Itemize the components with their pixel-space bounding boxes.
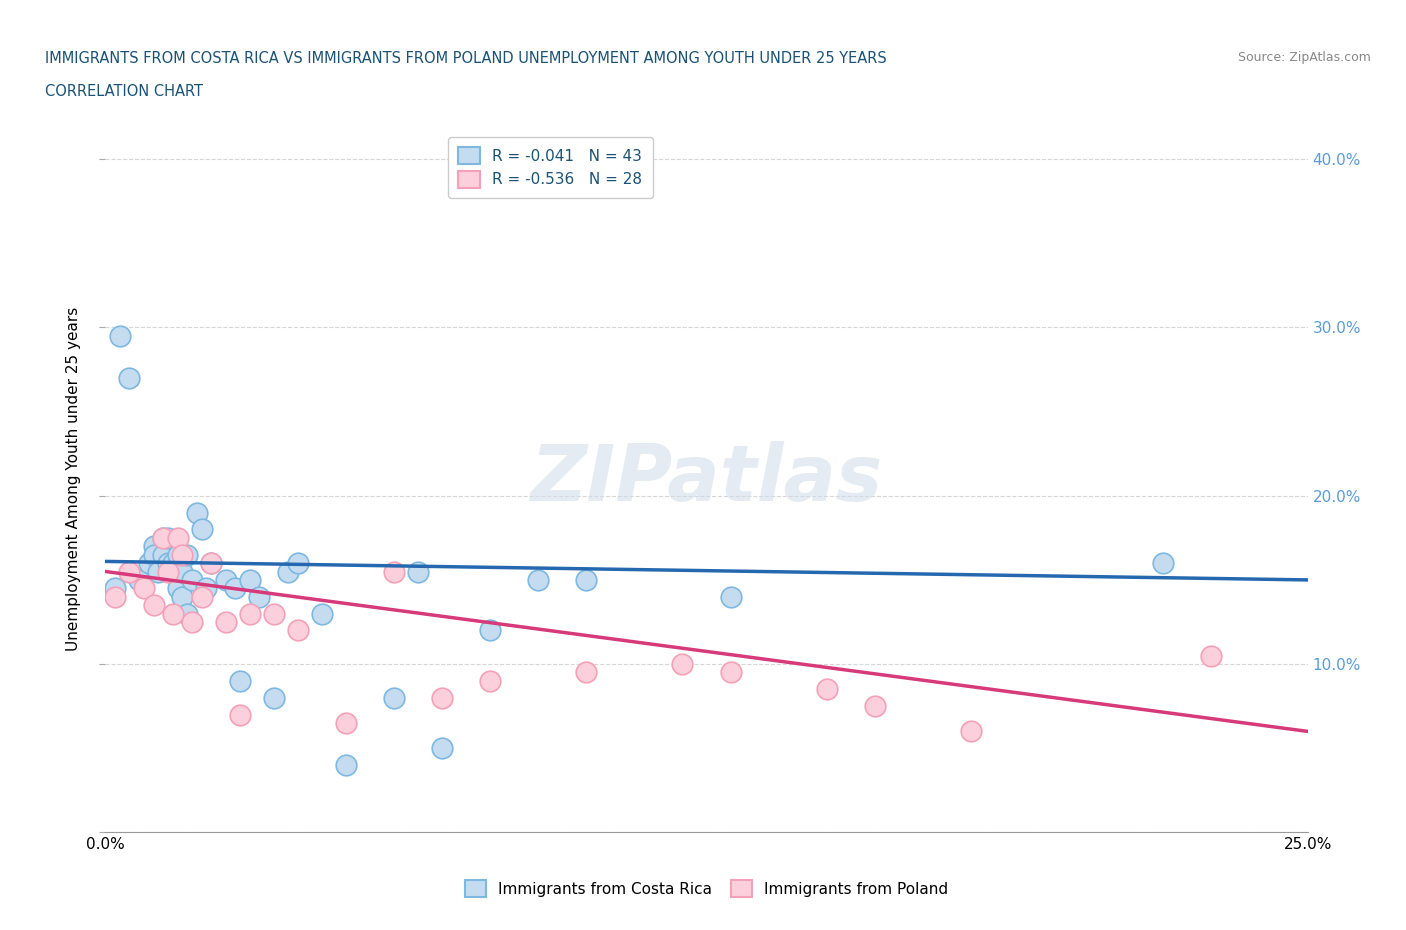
Point	[720, 590, 742, 604]
Point	[132, 581, 155, 596]
Point	[104, 590, 127, 604]
Point	[162, 565, 184, 579]
Point	[311, 606, 333, 621]
Point	[224, 581, 246, 596]
Point	[200, 555, 222, 570]
Point	[195, 581, 218, 596]
Point	[575, 573, 598, 588]
Point	[263, 690, 285, 705]
Point	[671, 657, 693, 671]
Point	[720, 665, 742, 680]
Point	[152, 530, 174, 545]
Point	[239, 573, 262, 588]
Point	[156, 555, 179, 570]
Point	[575, 665, 598, 680]
Point	[239, 606, 262, 621]
Point	[335, 715, 357, 730]
Point	[152, 530, 174, 545]
Point	[190, 522, 212, 537]
Point	[479, 673, 502, 688]
Y-axis label: Unemployment Among Youth under 25 years: Unemployment Among Youth under 25 years	[66, 307, 82, 651]
Point	[229, 707, 252, 722]
Point	[142, 538, 165, 553]
Point	[247, 590, 270, 604]
Point	[214, 573, 236, 588]
Text: Source: ZipAtlas.com: Source: ZipAtlas.com	[1237, 51, 1371, 64]
Point	[287, 555, 309, 570]
Point	[156, 565, 179, 579]
Point	[152, 547, 174, 562]
Point	[190, 590, 212, 604]
Point	[166, 581, 188, 596]
Point	[960, 724, 983, 738]
Point	[172, 590, 194, 604]
Text: CORRELATION CHART: CORRELATION CHART	[45, 84, 202, 99]
Point	[181, 573, 204, 588]
Text: ZIPatlas: ZIPatlas	[530, 441, 883, 517]
Point	[479, 623, 502, 638]
Point	[815, 682, 838, 697]
Point	[148, 565, 170, 579]
Point	[200, 555, 222, 570]
Point	[138, 555, 160, 570]
Point	[186, 505, 208, 520]
Point	[156, 530, 179, 545]
Point	[277, 565, 299, 579]
Point	[1201, 648, 1223, 663]
Point	[162, 555, 184, 570]
Point	[128, 573, 150, 588]
Text: IMMIGRANTS FROM COSTA RICA VS IMMIGRANTS FROM POLAND UNEMPLOYMENT AMONG YOUTH UN: IMMIGRANTS FROM COSTA RICA VS IMMIGRANTS…	[45, 51, 887, 66]
Point	[181, 615, 204, 630]
Point	[382, 565, 405, 579]
Point	[118, 370, 141, 385]
Point	[172, 565, 194, 579]
Point	[335, 758, 357, 773]
Point	[430, 741, 453, 756]
Point	[118, 565, 141, 579]
Point	[1152, 555, 1174, 570]
Point	[863, 698, 886, 713]
Point	[104, 581, 127, 596]
Point	[166, 530, 188, 545]
Point	[162, 606, 184, 621]
Point	[142, 547, 165, 562]
Point	[166, 547, 188, 562]
Point	[214, 615, 236, 630]
Point	[430, 690, 453, 705]
Point	[176, 606, 198, 621]
Legend: Immigrants from Costa Rica, Immigrants from Poland: Immigrants from Costa Rica, Immigrants f…	[456, 871, 957, 906]
Point	[406, 565, 429, 579]
Point	[527, 573, 550, 588]
Point	[142, 598, 165, 613]
Point	[172, 547, 194, 562]
Point	[287, 623, 309, 638]
Point	[176, 547, 198, 562]
Point	[263, 606, 285, 621]
Point	[229, 673, 252, 688]
Point	[382, 690, 405, 705]
Point	[108, 328, 131, 343]
